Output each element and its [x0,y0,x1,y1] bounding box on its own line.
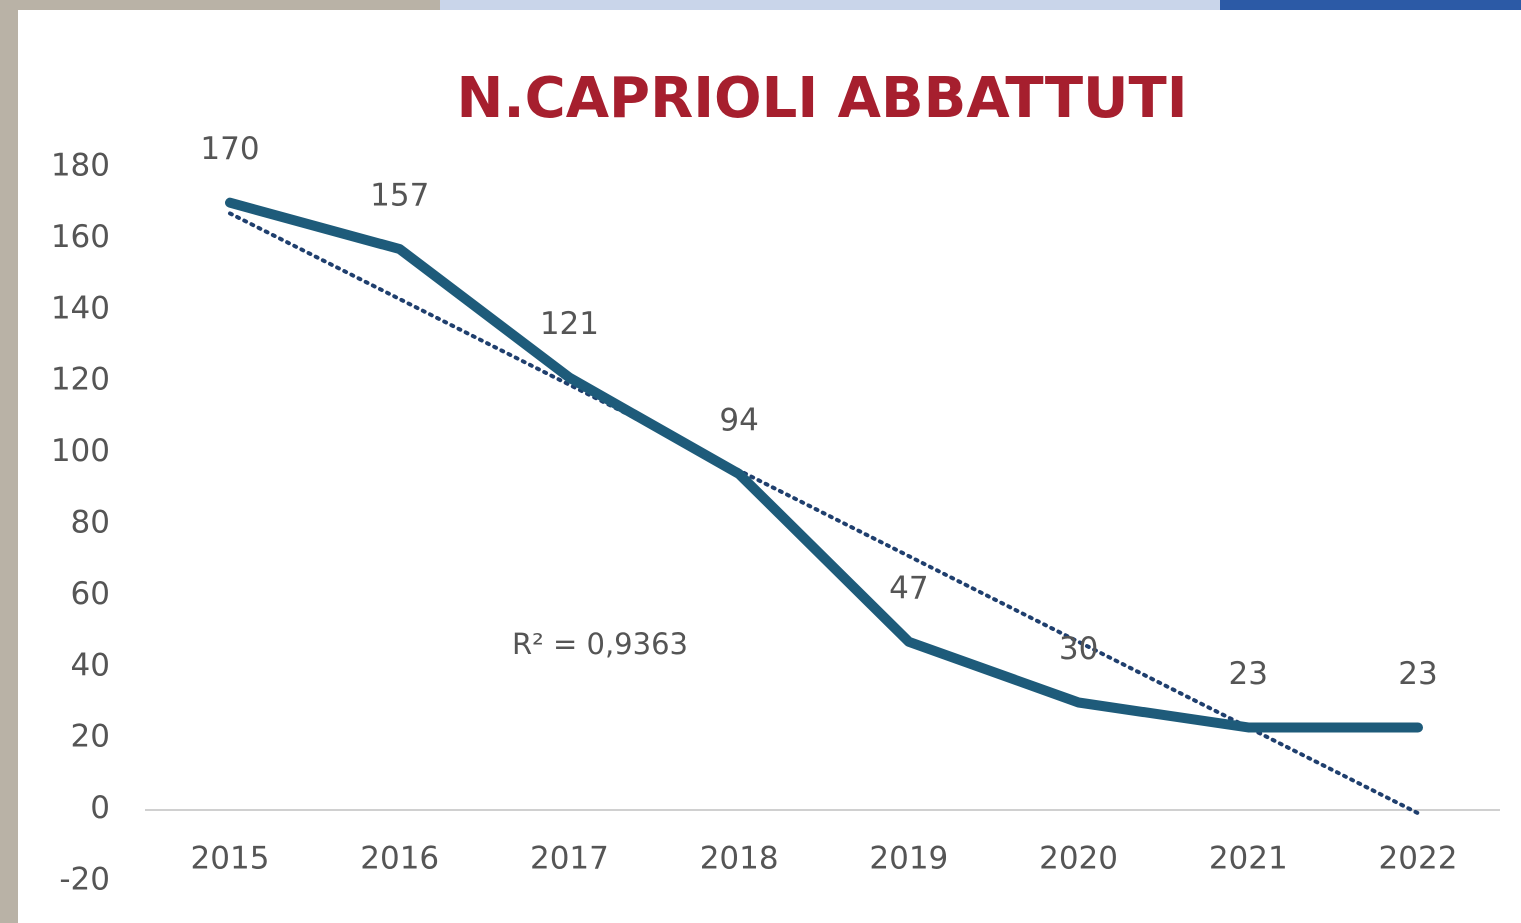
x-tick-label: 2016 [360,841,439,877]
x-tick-label: 2022 [1379,841,1458,877]
data-label: 23 [1398,656,1437,692]
y-tick-label: 60 [71,576,110,612]
y-tick-label: 180 [51,148,110,184]
y-tick-label: 160 [51,219,110,255]
x-tick-label: 2017 [530,841,609,877]
top-band-dark [1220,0,1521,10]
trendline [228,211,1420,816]
top-band [440,0,1521,10]
y-tick-label: 140 [51,290,110,326]
y-tick-label: -20 [59,862,110,898]
data-label: 121 [540,306,599,342]
data-label: 47 [889,570,928,606]
y-tick-label: 100 [51,433,110,469]
chart-title: N.CAPRIOLI ABBATTUTI [456,66,1187,131]
x-tick-label: 2015 [191,841,270,877]
data-label: 30 [1059,631,1098,667]
x-tick-label: 2020 [1039,841,1118,877]
y-tick-label: 80 [71,505,110,541]
data-label: 170 [200,131,259,167]
y-tick-label: 20 [71,719,110,755]
y-tick-label: 0 [90,790,110,826]
y-tick-label: 40 [71,647,110,683]
x-tick-label: 2021 [1209,841,1288,877]
y-tick-label: 120 [51,362,110,398]
panel [18,10,1521,923]
x-tick-label: 2018 [700,841,779,877]
annotation: R² = 0,9363 [512,627,688,661]
data-label: 157 [370,178,429,214]
x-tick-label: 2019 [869,841,948,877]
data-label: 94 [719,403,758,439]
data-label: 23 [1229,656,1268,692]
data-line [225,197,1423,733]
